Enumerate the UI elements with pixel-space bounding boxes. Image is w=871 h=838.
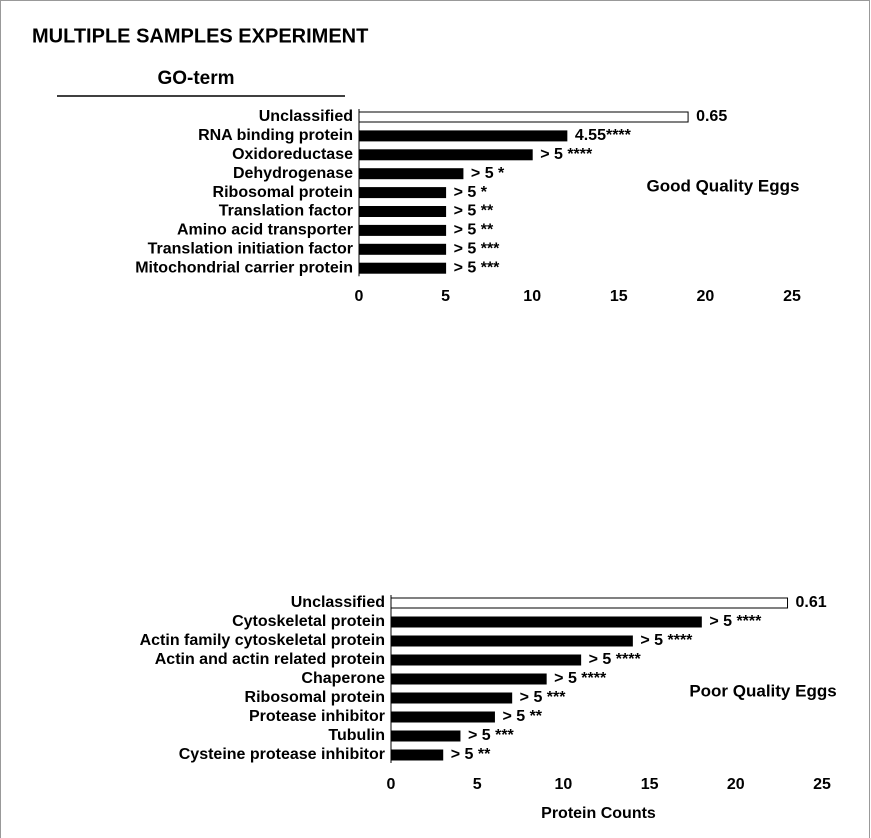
bar <box>390 749 444 761</box>
category-label: Tubulin <box>328 727 385 744</box>
bar <box>358 149 533 161</box>
category-label: Translation initiation factor <box>148 241 353 258</box>
bar <box>390 635 633 647</box>
x-tick-label: 0 <box>387 776 396 793</box>
annotation: > 5 **** <box>709 613 762 630</box>
bar <box>390 730 461 742</box>
category-label: RNA binding protein <box>198 127 353 144</box>
column-header: GO-term <box>157 68 234 89</box>
x-tick-label: 5 <box>441 288 450 305</box>
x-tick-label: 5 <box>473 776 482 793</box>
bar <box>358 111 689 123</box>
annotation: > 5 ** <box>454 203 494 220</box>
x-axis-label: Protein Counts <box>541 805 656 822</box>
annotation: > 5 * <box>454 184 488 201</box>
bar <box>390 692 513 704</box>
x-tick-label: 15 <box>610 288 628 305</box>
annotation: 4.55**** <box>575 127 632 144</box>
bar <box>358 243 447 255</box>
category-label: Cysteine protease inhibitor <box>179 746 385 763</box>
x-tick-label: 25 <box>783 288 801 305</box>
category-label: Dehydrogenase <box>233 165 353 182</box>
annotation: > 5 ** <box>454 222 494 239</box>
annotation: > 5 **** <box>554 670 607 687</box>
bar <box>390 654 582 666</box>
category-label: Actin family cytoskeletal protein <box>140 632 385 649</box>
annotation: > 5 *** <box>454 241 501 258</box>
category-label: Actin and actin related protein <box>155 651 385 668</box>
annotation: > 5 **** <box>540 146 593 163</box>
annotation: > 5 *** <box>454 259 501 276</box>
bar <box>390 597 789 609</box>
bar <box>358 187 447 199</box>
bar <box>358 168 464 180</box>
annotation: > 5 **** <box>589 651 642 668</box>
bar <box>358 130 568 142</box>
annotation: > 5 ** <box>451 746 491 763</box>
category-label: Ribosomal protein <box>245 689 385 706</box>
bar <box>390 673 547 685</box>
x-tick-label: 15 <box>641 776 659 793</box>
annotation: > 5 ** <box>502 708 542 725</box>
annotation: > 5 *** <box>520 689 567 706</box>
x-tick-label: 0 <box>355 288 364 305</box>
annotation: > 5 **** <box>640 632 693 649</box>
bar <box>358 206 447 217</box>
x-tick-label: 20 <box>697 288 715 305</box>
category-label: Unclassified <box>291 594 385 611</box>
category-label: Ribosomal protein <box>213 184 353 201</box>
annotation: 0.61 <box>796 594 827 611</box>
bar <box>390 711 495 723</box>
annotation: > 5 * <box>471 165 505 182</box>
x-tick-label: 10 <box>523 288 541 305</box>
category-label: Unclassified <box>259 108 353 125</box>
x-tick-label: 10 <box>555 776 573 793</box>
category-label: Mitochondrial carrier protein <box>135 259 353 276</box>
category-label: Oxidoreductase <box>232 146 353 163</box>
annotation: > 5 *** <box>468 727 515 744</box>
bar <box>358 262 447 274</box>
annotation: 0.65 <box>696 108 727 125</box>
category-label: Amino acid transporter <box>177 222 353 239</box>
bar <box>358 224 447 236</box>
category-label: Protease inhibitor <box>249 708 385 725</box>
category-label: Chaperone <box>301 670 385 687</box>
x-tick-label: 25 <box>813 776 831 793</box>
page-title: MULTIPLE SAMPLES EXPERIMENT <box>32 25 368 47</box>
category-label: Translation factor <box>219 203 353 220</box>
chart-label: Poor Quality Eggs <box>689 681 836 700</box>
bar <box>390 616 702 628</box>
x-tick-label: 20 <box>727 776 745 793</box>
chart-label: Good Quality Eggs <box>646 176 799 195</box>
category-label: Cytoskeletal protein <box>232 613 385 630</box>
